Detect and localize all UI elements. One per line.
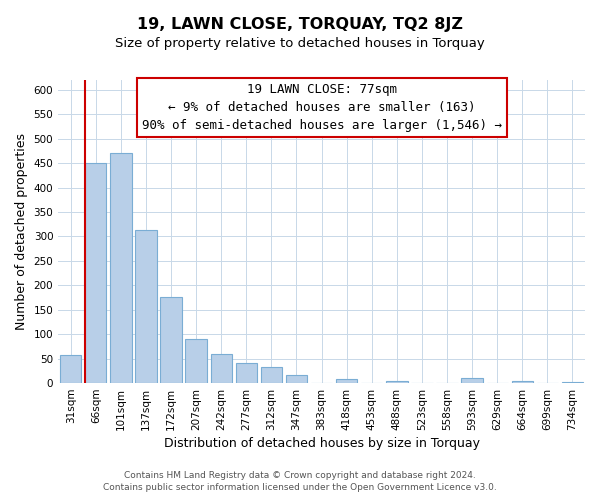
Y-axis label: Number of detached properties: Number of detached properties — [15, 133, 28, 330]
X-axis label: Distribution of detached houses by size in Torquay: Distribution of detached houses by size … — [164, 437, 479, 450]
Text: Contains HM Land Registry data © Crown copyright and database right 2024.
Contai: Contains HM Land Registry data © Crown c… — [103, 471, 497, 492]
Text: 19 LAWN CLOSE: 77sqm
← 9% of detached houses are smaller (163)
90% of semi-detac: 19 LAWN CLOSE: 77sqm ← 9% of detached ho… — [142, 83, 502, 132]
Bar — [85, 163, 106, 383]
Bar — [211, 354, 232, 383]
Bar — [60, 355, 82, 383]
Bar — [336, 379, 358, 383]
Bar — [185, 339, 207, 383]
Bar — [512, 380, 533, 383]
Bar — [160, 297, 182, 383]
Bar — [136, 230, 157, 383]
Bar — [386, 380, 407, 383]
Bar — [110, 154, 131, 383]
Bar — [286, 375, 307, 383]
Bar — [261, 367, 282, 383]
Bar — [461, 378, 483, 383]
Bar — [562, 382, 583, 383]
Text: Size of property relative to detached houses in Torquay: Size of property relative to detached ho… — [115, 38, 485, 51]
Text: 19, LAWN CLOSE, TORQUAY, TQ2 8JZ: 19, LAWN CLOSE, TORQUAY, TQ2 8JZ — [137, 18, 463, 32]
Bar — [236, 362, 257, 383]
